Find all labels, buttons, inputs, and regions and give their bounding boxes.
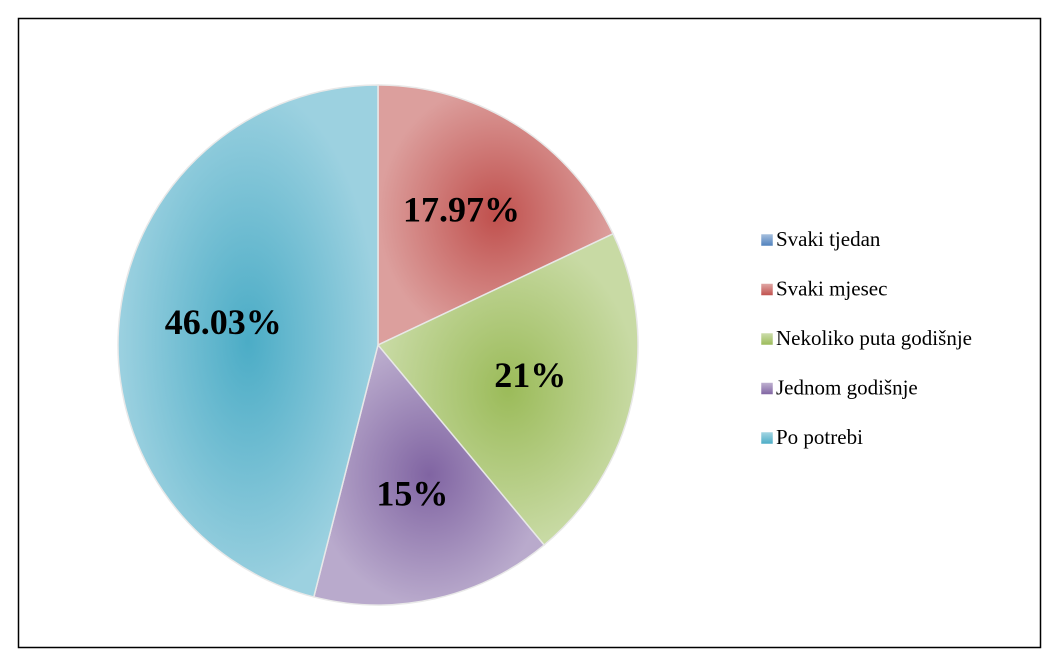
legend-swatch [760,431,774,445]
pie-slice [312,343,546,606]
legend-swatch [760,233,774,247]
pie-slice [376,232,639,547]
value-labels: 17.97% 21% 15% 46.03% [165,189,567,513]
legend-label: Po potrebi [776,425,863,449]
legend-label: Svaki mjesec [776,276,887,300]
value-label: 21% [494,355,566,395]
legend-swatch [760,382,774,395]
legend: Svaki tjedan Svaki mjesec Nekoliko puta go… [760,227,972,449]
value-label: 15% [376,473,448,513]
pie-slice [117,84,379,598]
value-label: 46.03% [165,302,282,342]
legend-swatch [760,332,774,346]
value-label: 17.97% [403,189,520,229]
pie-slice [377,84,615,347]
legend-swatch [760,283,774,296]
legend-label: Jednom godišnje [776,375,918,399]
legend-label: Nekoliko puta godišnje [776,326,972,350]
legend-label: Svaki tjedan [776,227,881,251]
pie [117,84,639,606]
